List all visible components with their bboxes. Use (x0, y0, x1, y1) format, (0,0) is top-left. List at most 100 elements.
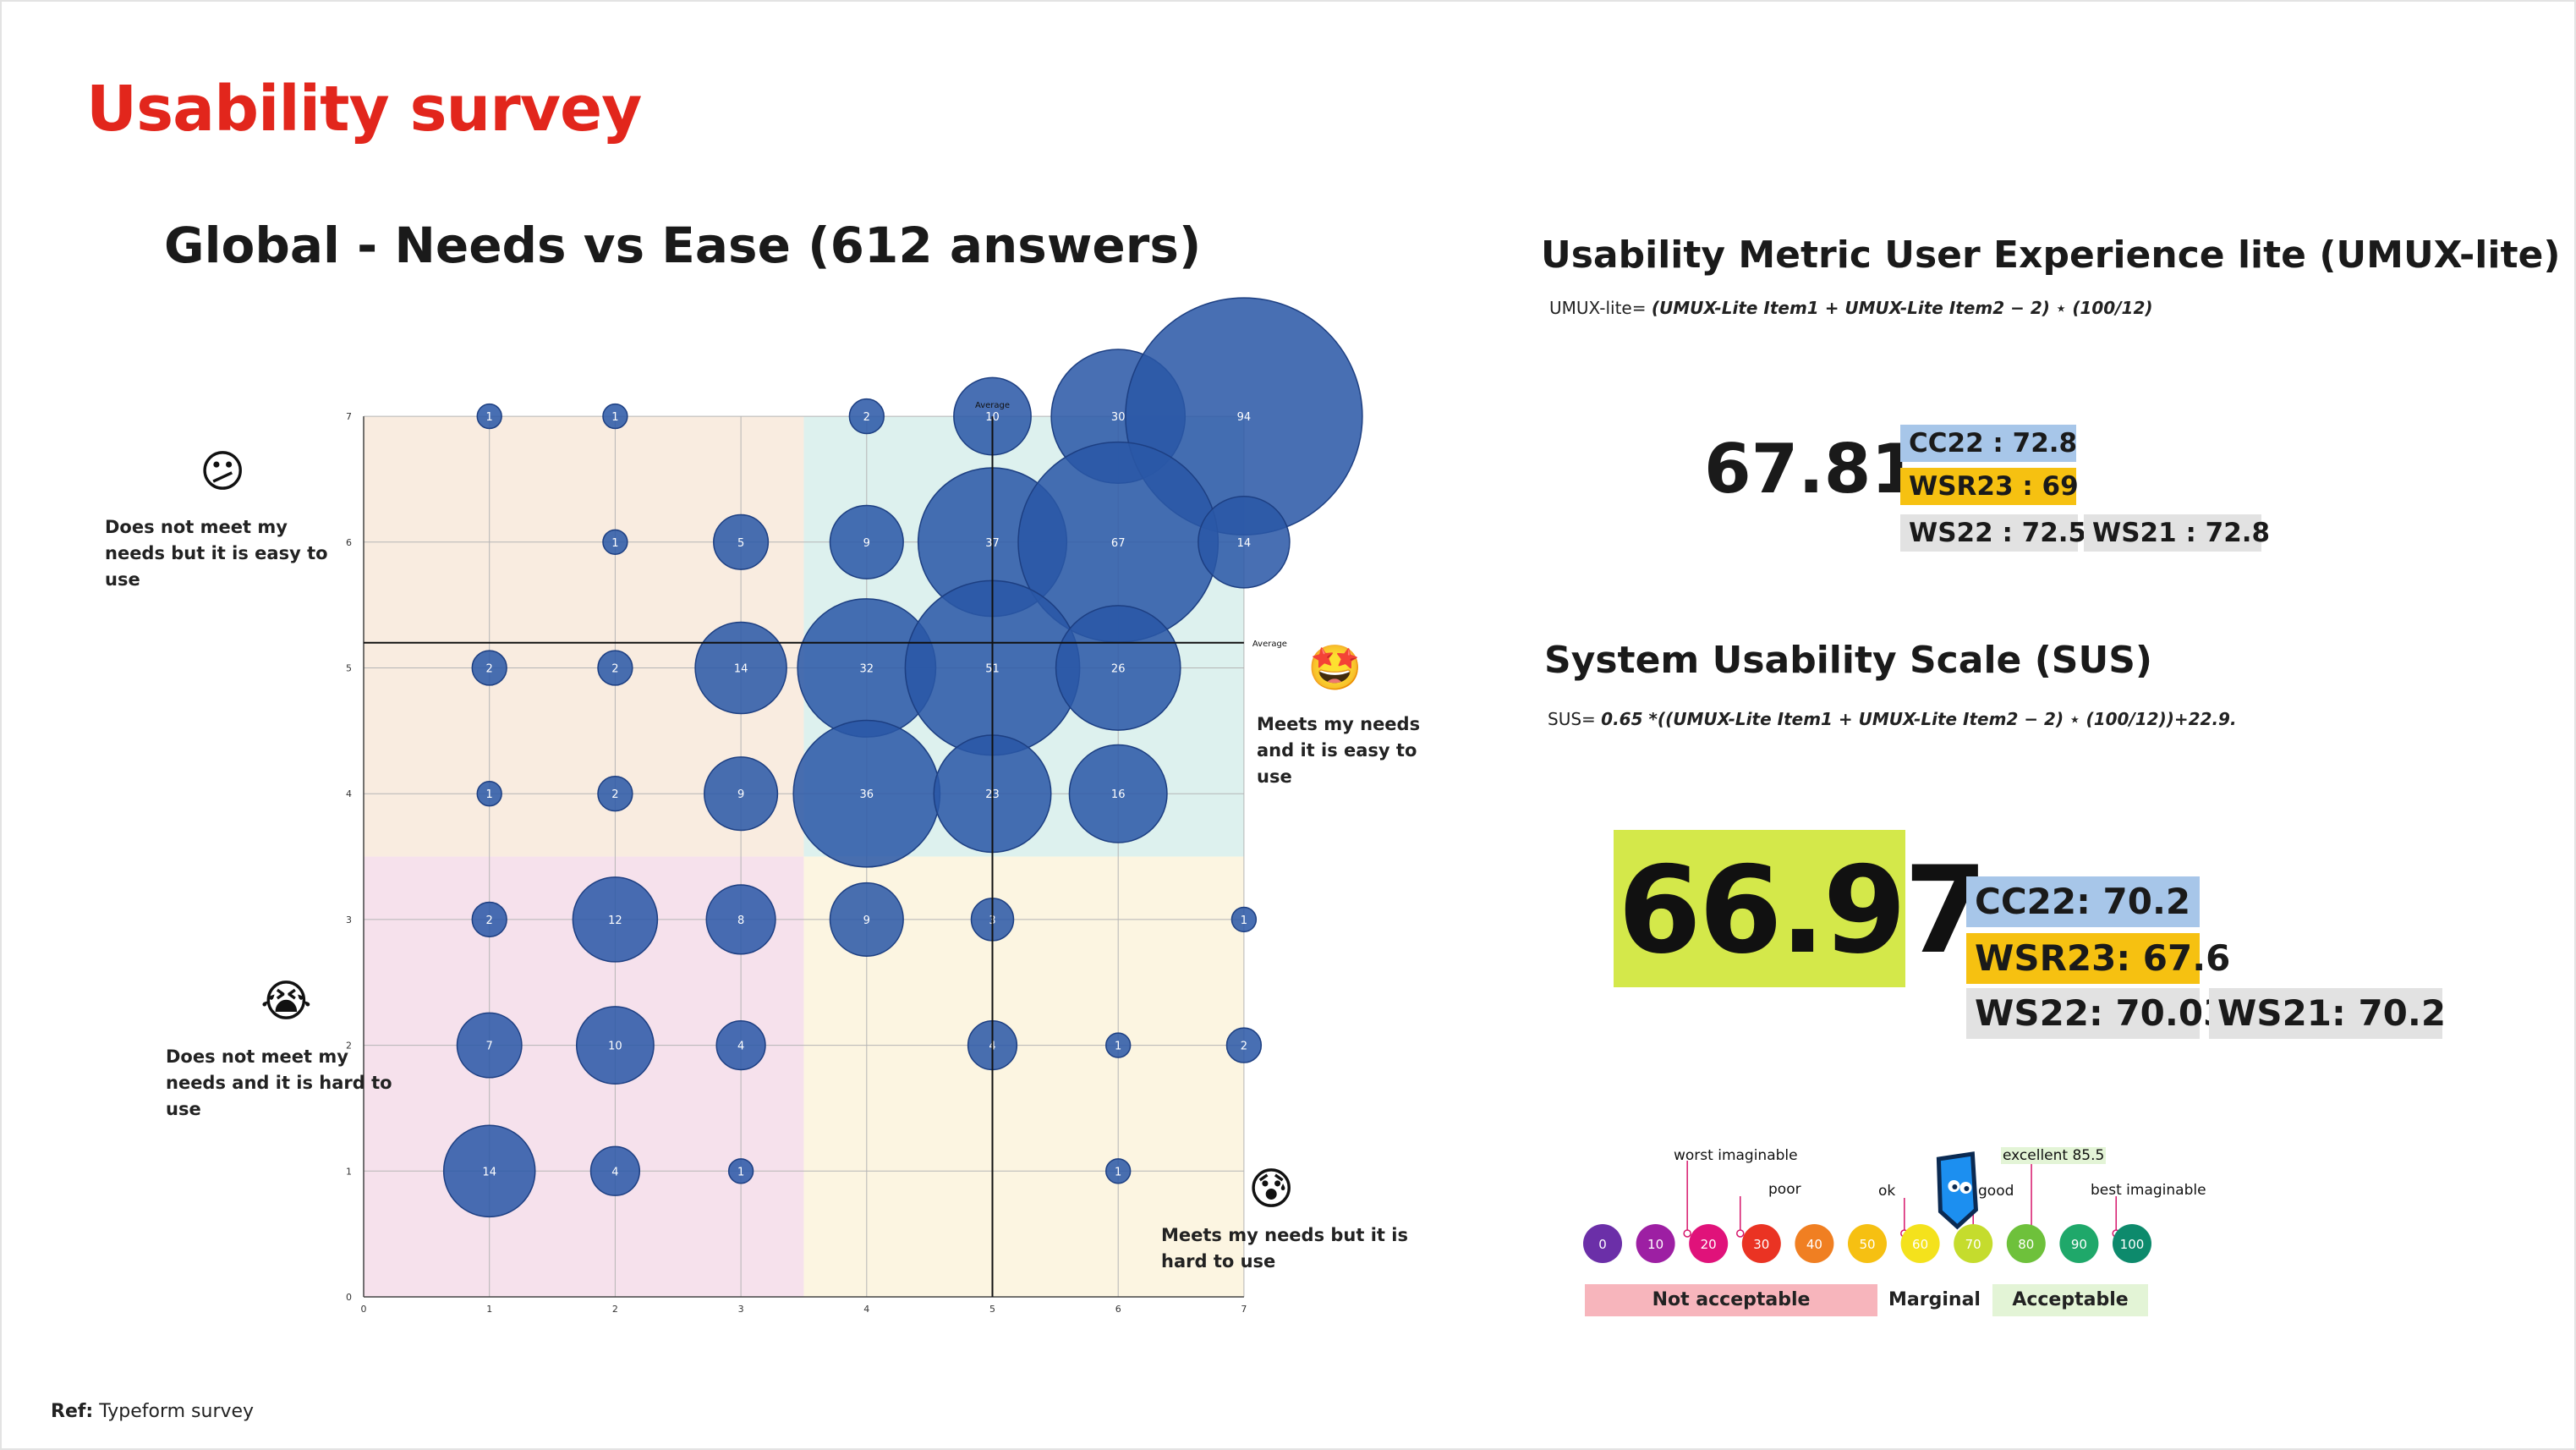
bubble-point (704, 756, 779, 832)
bubble-point (456, 1012, 523, 1079)
y-tick-label: 7 (346, 411, 352, 422)
bubble-label: 36 (860, 788, 874, 801)
bubble-point (589, 1145, 641, 1196)
bubble-label: 26 (1111, 663, 1126, 676)
bubble-point (727, 1158, 754, 1184)
bubble-label: 32 (860, 663, 874, 676)
scale-stop-label: 10 (1647, 1237, 1663, 1252)
sus-compare-ws21: WS21: 70.2 (2209, 988, 2446, 1039)
y-tick-label: 1 (346, 1166, 352, 1177)
bubble-label: 1 (1115, 1041, 1121, 1053)
scale-adjective-best: best imaginable (2091, 1182, 2206, 1199)
bubble-label: 9 (737, 788, 744, 801)
quadrant-label-bottom-right: Meets my needs but it is hard to use (1161, 1225, 1408, 1271)
bubble-point (848, 398, 885, 435)
y-tick-label: 2 (346, 1041, 352, 1052)
quadrant-label-top-right: Meets my needs and it is easy to use (1257, 714, 1421, 787)
sus-adjective-scale: 0 10 20 30 40 50 60 70 80 90 100 (1583, 1151, 2151, 1263)
confused-face-icon: 😕 (200, 447, 246, 497)
bubble-point (1068, 744, 1168, 843)
scale-stop-label: 0 (1598, 1237, 1607, 1252)
bubble-label: 1 (611, 537, 618, 550)
y-tick-label: 6 (346, 537, 352, 548)
bubble-point (1230, 906, 1258, 933)
quadrant-label-top-left: Does not meet my needs but it is easy to… (105, 517, 328, 590)
bubble-label: 9 (863, 537, 870, 550)
sus-formula-expression: 0.65 *((UMUX-Lite Item1 + UMUX-Lite Item… (1601, 709, 2237, 729)
scale-stop-circle (1954, 1224, 1993, 1263)
bubble-label: 94 (1237, 411, 1252, 424)
x-tick-label: 7 (1241, 1304, 1247, 1315)
scale-stop-label: 70 (1965, 1237, 1981, 1252)
bubble-label: 2 (611, 663, 618, 676)
y-tick-label: 4 (346, 788, 352, 799)
bubble-point (1055, 605, 1181, 731)
scale-adjective-ok: ok (1878, 1183, 1896, 1200)
umux-compare-ws21: WS21 : 72.8 (2084, 514, 2270, 552)
x-tick-label: 4 (863, 1304, 869, 1315)
bubble-label: 67 (1111, 537, 1126, 550)
bubble-point (471, 901, 507, 938)
bubble-label: 7 (486, 1041, 493, 1053)
bubble-label: 14 (482, 1166, 496, 1178)
star-struck-icon: 🤩 (1307, 643, 1362, 694)
band-acceptable: Acceptable (1992, 1284, 2148, 1316)
bubble-label: 30 (1111, 411, 1126, 424)
bubble-point (572, 876, 659, 963)
scale-stop-circle (2059, 1224, 2099, 1263)
bubble-label: 2 (486, 914, 493, 927)
quadrant-label-bottom-left: Does not meet my needs and it is hard to… (166, 1046, 392, 1119)
scale-stop-label: 90 (2071, 1237, 2087, 1252)
bubble-label: 1 (1115, 1166, 1121, 1178)
band-marginal: Marginal (1888, 1289, 1981, 1310)
bubble-point (597, 776, 633, 812)
x-tick-label: 2 (612, 1304, 618, 1315)
mascot-pupil-left (1952, 1184, 1958, 1189)
umux-formula-prefix: UMUX-lite= (1549, 298, 1652, 318)
sus-compare-ws22: WS22: 70.03 (1966, 988, 2228, 1039)
umux-title: Usability Metric User Experience lite (U… (1541, 233, 2561, 277)
umux-compare-wsr23: WSR23 : 69 (1900, 468, 2079, 505)
y-tick-label: 3 (346, 914, 352, 925)
bubble-label: 9 (863, 914, 870, 927)
scale-stop-label: 100 (2120, 1237, 2145, 1252)
y-tick-label: 0 (346, 1292, 352, 1303)
bubble-label: 1 (737, 1166, 744, 1178)
scale-adjective-good: good (1978, 1183, 2014, 1200)
scale-leader-dot (1736, 1229, 1745, 1238)
scale-stop-circle (2113, 1224, 2151, 1263)
bubble-label: 2 (611, 788, 618, 801)
bubble-point (471, 650, 507, 686)
sus-formula-prefix: SUS= (1548, 709, 1602, 729)
scale-stop-circle (1636, 1224, 1675, 1263)
bubble-point (442, 1124, 536, 1218)
scale-stop-label: 30 (1753, 1237, 1769, 1252)
x-tick-label: 6 (1115, 1304, 1121, 1315)
umux-compare-cc22: CC22 : 72.8 (1900, 425, 2077, 462)
x-tick-label: 3 (738, 1304, 744, 1315)
band-not-acceptable: Not acceptable (1585, 1284, 1877, 1316)
bubble-point (1198, 496, 1291, 589)
scale-stop-label: 40 (1806, 1237, 1822, 1252)
reference-note: Ref: Typeform survey (51, 1401, 254, 1422)
bubble-label: 1 (486, 411, 493, 424)
bubble-label: 8 (737, 914, 744, 927)
slide-title: Usability survey (86, 73, 642, 146)
bubble-label: 10 (608, 1041, 622, 1053)
bubble-point (476, 781, 502, 807)
sus-score: 66.97 (1618, 841, 1987, 980)
scale-adjective-worst: worst imaginable (1674, 1147, 1798, 1164)
scale-adjective-excellent: excellent 85.5 (2001, 1147, 2107, 1164)
x-tick-label: 1 (486, 1304, 492, 1315)
reference-label: Ref: (51, 1401, 94, 1422)
scale-stop-circle (1583, 1224, 1622, 1263)
scale-adjective-poor: poor (1768, 1181, 1801, 1198)
bubble-label: 4 (737, 1041, 744, 1053)
sus-title: System Usability Scale (SUS) (1544, 639, 2153, 682)
reference-source: Typeform survey (99, 1401, 255, 1422)
anxious-sweat-face-icon: 😰 (1248, 1164, 1295, 1215)
scale-stop-label: 80 (2018, 1237, 2034, 1252)
bubble-label: 5 (737, 537, 744, 550)
